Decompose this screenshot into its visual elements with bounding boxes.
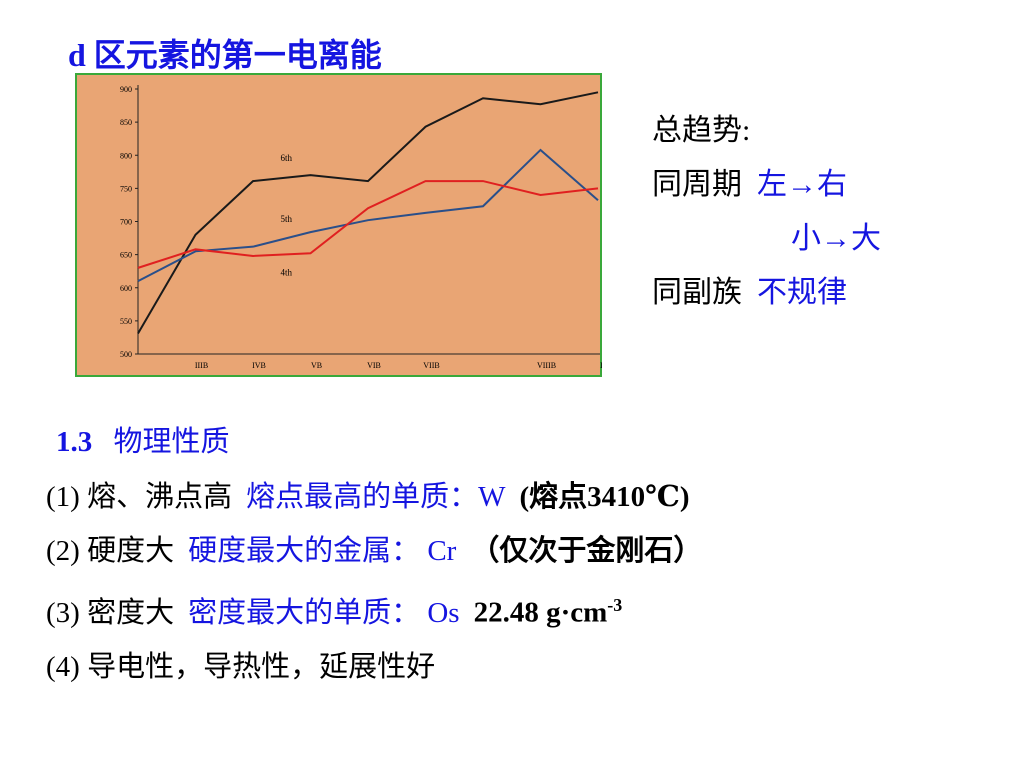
line-label: (3) 密度大: [46, 596, 175, 629]
x-tick-label: IIIB: [195, 361, 208, 370]
trend-value: 小→大: [791, 222, 881, 255]
line-highlight: 硬度最大的金属： Cr: [188, 535, 457, 567]
property-line: (3) 密度大 密度最大的单质： Os 22.48 g·cm-3: [46, 578, 716, 640]
property-line: (1) 熔、沸点高 熔点最高的单质：W (熔点3410℃): [46, 470, 716, 524]
section-number: 1.3: [56, 426, 93, 458]
series-label: 5th: [281, 214, 293, 224]
chart-frame: [75, 73, 602, 377]
trend-heading: 总趋势:: [652, 114, 751, 147]
title-prefix: d: [68, 37, 86, 73]
y-tick-label: 500: [120, 350, 132, 359]
line-label: (4) 导电性，导热性，延展性好: [46, 650, 436, 683]
property-list: (1) 熔、沸点高 熔点最高的单质：W (熔点3410℃) (2) 硬度大 硬度最大的金…: [46, 470, 716, 694]
line-note: (熔点3410℃): [519, 481, 690, 513]
title-text: 区元素的第一电离能: [93, 37, 382, 73]
series-line: [137, 180, 599, 269]
section-title: 物理性质: [113, 426, 230, 458]
x-tick-label: IVB: [252, 361, 266, 370]
line-note: 22.48 g·cm: [473, 596, 608, 629]
x-tick-label: VIIB: [423, 361, 439, 370]
x-tick-label: VIB: [367, 361, 381, 370]
line-note: （仅次于金刚石）: [470, 535, 703, 567]
trend-value: 不规律: [757, 276, 847, 309]
series-label: 6th: [281, 153, 293, 163]
series-line: [137, 91, 599, 334]
x-tick-label: VB: [311, 361, 322, 370]
line-label: (2) 硬度大: [46, 535, 175, 567]
chart: 500 550 600 650 700 750 800 850 900 IIIB IVB VB VIB V…: [75, 73, 602, 377]
series-label: 4th: [281, 267, 293, 277]
y-tick-label: 750: [120, 184, 132, 193]
line-superscript: -3: [607, 595, 623, 615]
x-tick-label: IB: [600, 361, 602, 370]
y-tick-label: 700: [120, 218, 132, 227]
y-tick-label: 650: [120, 251, 132, 260]
y-tick-label: 850: [120, 118, 132, 127]
section-heading: 1.3 物理性质: [56, 418, 244, 460]
line-highlight: 熔点最高的单质：W: [246, 481, 506, 513]
title: d 区元素的第一电离能: [68, 30, 382, 76]
series-line: [137, 148, 599, 283]
trend-label: 同副族: [652, 276, 742, 309]
trend-value: 左→右: [757, 168, 847, 201]
y-tick-label: 600: [120, 284, 132, 293]
y-tick-label: 800: [120, 151, 132, 160]
line-highlight: 密度最大的单质： Os: [188, 596, 460, 629]
y-tick-label: 550: [120, 317, 132, 326]
line-label: (1) 熔、沸点高: [46, 481, 233, 513]
x-tick-label: VIIIB: [537, 361, 556, 370]
trend-label: 同周期: [652, 168, 742, 201]
y-tick-label: 900: [120, 85, 132, 94]
trend: 总趋势: 同周期 左→右 小→大 同副族 不规律: [652, 104, 881, 320]
property-line: (4) 导电性，导热性，延展性好: [46, 640, 716, 694]
property-line: (2) 硬度大 硬度最大的金属： Cr （仅次于金刚石）: [46, 524, 716, 578]
